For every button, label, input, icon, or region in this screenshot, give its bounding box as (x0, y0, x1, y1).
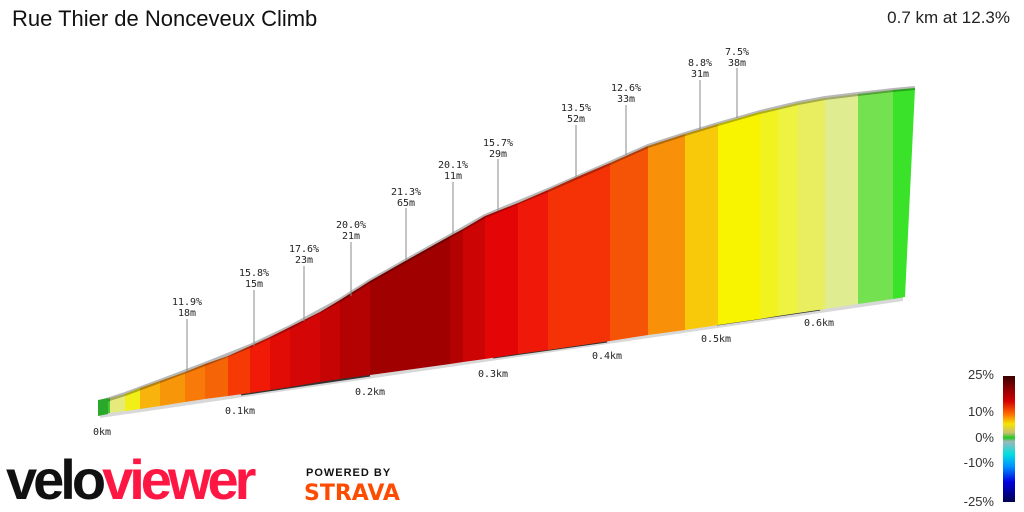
svg-text:13.5%: 13.5% (561, 103, 591, 114)
svg-text:15m: 15m (245, 279, 263, 290)
svg-text:0km: 0km (93, 427, 111, 438)
svg-text:11.9%: 11.9% (172, 297, 202, 308)
svg-text:0.6km: 0.6km (804, 318, 834, 329)
profile-top-edge (99, 86, 916, 404)
veloviewer-logo: veloviewer (6, 452, 256, 508)
svg-text:31m: 31m (691, 69, 709, 80)
logo-velo: velo (6, 448, 106, 511)
svg-text:8.8%: 8.8% (688, 58, 712, 69)
annotation-labels: 11.9% 18m 15.8% 15m 17.6% 23m 20.0% 21m … (172, 47, 749, 319)
svg-text:17.6%: 17.6% (289, 244, 319, 255)
svg-text:38m: 38m (728, 58, 746, 69)
svg-text:0.2km: 0.2km (355, 387, 385, 398)
climb-title: Rue Thier de Nonceveux Climb (12, 6, 318, 31)
svg-text:0.4km: 0.4km (592, 351, 622, 362)
legend-label-25: 25% (967, 367, 994, 382)
svg-text:21.3%: 21.3% (391, 187, 421, 198)
climb-summary: 0.7 km at 12.3% (887, 8, 1010, 27)
legend-label-10: 10% (967, 404, 994, 419)
svg-text:33m: 33m (617, 94, 635, 105)
svg-text:11m: 11m (444, 171, 462, 182)
legend-label-neg10: -10% (963, 455, 994, 470)
x-axis-labels: 0km 0.1km 0.2km 0.3km 0.4km 0.5km 0.6km (93, 318, 834, 438)
svg-text:12.6%: 12.6% (611, 83, 641, 94)
svg-text:65m: 65m (397, 198, 415, 209)
logo-viewer: viewer (102, 448, 256, 511)
svg-text:18m: 18m (178, 308, 196, 319)
powered-by-label: POWERED BY (306, 467, 392, 479)
legend-label-neg25: -25% (963, 494, 994, 509)
svg-text:23m: 23m (295, 255, 313, 266)
svg-text:20.0%: 20.0% (336, 220, 366, 231)
svg-text:21m: 21m (342, 231, 360, 242)
legend-label-0: 0% (975, 430, 994, 445)
svg-text:7.5%: 7.5% (725, 47, 749, 58)
svg-text:0.3km: 0.3km (478, 369, 508, 380)
legend-color-bar (1003, 376, 1015, 502)
svg-text:52m: 52m (567, 114, 585, 125)
gradient-segments (100, 88, 915, 414)
svg-text:0.5km: 0.5km (701, 334, 731, 345)
svg-text:20.1%: 20.1% (438, 160, 468, 171)
svg-text:0.1km: 0.1km (225, 406, 255, 417)
annotation-leaders (186, 68, 738, 372)
strava-logo: STRAVA (304, 481, 400, 506)
svg-text:15.7%: 15.7% (483, 138, 513, 149)
svg-text:15.8%: 15.8% (239, 268, 269, 279)
svg-text:29m: 29m (489, 149, 507, 160)
